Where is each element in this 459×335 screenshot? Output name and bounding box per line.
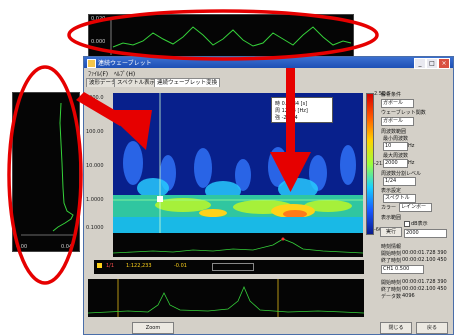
menu-bar: ﾌｧｲﾙ(F) ﾍﾙﾌﾟ(H) <box>84 68 453 78</box>
top-waveform-trace <box>110 17 352 55</box>
status-value: -0.01 <box>174 263 187 269</box>
menu-file[interactable]: ﾌｧｲﾙ(F) <box>88 71 109 78</box>
display-select[interactable]: スペクトル <box>383 194 416 203</box>
minimize-button[interactable]: _ <box>414 58 426 69</box>
top-y-label: 0.000 <box>91 39 106 45</box>
status-value: 1/1 <box>106 263 115 269</box>
section-analysis-label: 解析条件 <box>381 92 402 98</box>
fmin-unit: Hz <box>408 143 415 149</box>
colorbar-label-mid: -21.0 <box>374 161 387 167</box>
time-section-label: 時刻情報 <box>381 244 402 250</box>
annotation-arrow-diagonal <box>76 92 152 150</box>
top-y-label: 0.020 <box>91 16 106 22</box>
tab-wavelet[interactable]: 連続ウェーブレット変換 <box>154 78 221 87</box>
execute-button[interactable]: 実行 <box>380 227 402 237</box>
fmax-label: 最大周波数 <box>383 153 409 159</box>
mother-wavelet-label: ウェーブレット関数 <box>381 110 426 116</box>
menu-help[interactable]: ﾍﾙﾌﾟ(H) <box>114 71 136 78</box>
start-time-label: 開始時刻 <box>381 251 402 257</box>
annotation-ellipse-top <box>67 9 379 61</box>
left-spectrum-trace <box>21 102 75 236</box>
count-value: 4096 <box>402 293 415 299</box>
end-time-value: 00:00:02.100 450 <box>402 257 447 263</box>
annotation-ellipse-left <box>7 65 83 285</box>
tab-bar: 波形データ スペクトル表示 連続ウェーブレット変換 <box>84 77 364 87</box>
db-checkbox[interactable] <box>404 221 410 227</box>
status-strip: 1/1 1:122,233 -0.01 <box>94 260 364 274</box>
range-label: 表示範囲 <box>381 215 402 221</box>
wavelet-axis-label: 10.000 <box>86 163 104 169</box>
fmin-input[interactable]: 10 <box>383 142 408 151</box>
display-label: 表示設定 <box>381 188 402 194</box>
wavelet-axis-label: 100.00 <box>86 129 104 135</box>
mini-waveform[interactable] <box>113 233 363 257</box>
fmin-label: 最小周波数 <box>383 136 409 142</box>
fmax-unit: Hz <box>408 160 415 166</box>
t2-label: 開始時刻 <box>381 280 402 286</box>
app-icon <box>87 59 96 68</box>
cursor-marker[interactable] <box>157 196 163 202</box>
scale-level-label: 周波数分割レベル <box>381 171 422 177</box>
start-time-value: 00:00:01.728 390 <box>402 250 447 256</box>
channel-select[interactable]: CH1 0.500 <box>381 265 424 274</box>
scale-level-select[interactable]: 1/24 <box>383 177 416 186</box>
maximize-button[interactable]: □ <box>426 58 438 69</box>
t3-value: 00:00:02.100 450 <box>402 286 447 292</box>
close-button[interactable]: × <box>438 58 450 69</box>
left-x-label: 0.00 <box>16 244 28 250</box>
bottom-waveform-trace <box>88 279 364 317</box>
mini-waveform-trace <box>113 237 363 254</box>
wavelet-axis-label: 1.0000 <box>86 197 104 203</box>
t3-label: 終了時刻 <box>381 287 402 293</box>
wavelet-type-select[interactable]: ガボール <box>381 117 414 126</box>
annotation-arrow-down <box>270 68 311 192</box>
color-select[interactable]: レインボー <box>399 203 432 212</box>
window-title: 連続ウェーブレット <box>98 60 152 67</box>
left-x-label: 0.04 <box>61 244 73 250</box>
peak-marker <box>281 237 285 241</box>
status-indicator <box>97 263 102 268</box>
status-value: 1:122,233 <box>126 263 152 269</box>
left-spectrum-inset: 0.00 0.04 <box>12 92 80 252</box>
color-label: カラー <box>381 205 397 211</box>
db-checkbox-label: dB表示 <box>411 221 428 227</box>
count-label: データ数 <box>381 294 402 300</box>
frequency-range-label: 周波数範囲 <box>381 129 407 135</box>
colorbar <box>366 93 374 235</box>
title-bar[interactable]: 連続ウェーブレット _ □ × <box>84 57 453 69</box>
top-waveform-inset: 0.020 0.000 <box>88 14 354 58</box>
fmax-input[interactable]: 2000 <box>383 159 408 168</box>
end-time-label: 終了時刻 <box>381 258 402 264</box>
main-window: 連続ウェーブレット _ □ × ﾌｧｲﾙ(F) ﾍﾙﾌﾟ(H) 波形データ スペ… <box>83 56 454 335</box>
bottom-waveform[interactable] <box>88 279 364 317</box>
colorbar-label-top: 2.5E-3 <box>374 91 391 97</box>
t2-value: 00:00:01.728 390 <box>402 279 447 285</box>
mother-wavelet-field[interactable]: ガボール <box>381 99 414 108</box>
range-input[interactable]: 2000 <box>404 229 447 238</box>
wavelet-axis-label: 0.1000 <box>86 225 104 231</box>
status-slider[interactable] <box>212 263 254 271</box>
wavelet-axis-label: 1000.0 <box>86 95 104 101</box>
